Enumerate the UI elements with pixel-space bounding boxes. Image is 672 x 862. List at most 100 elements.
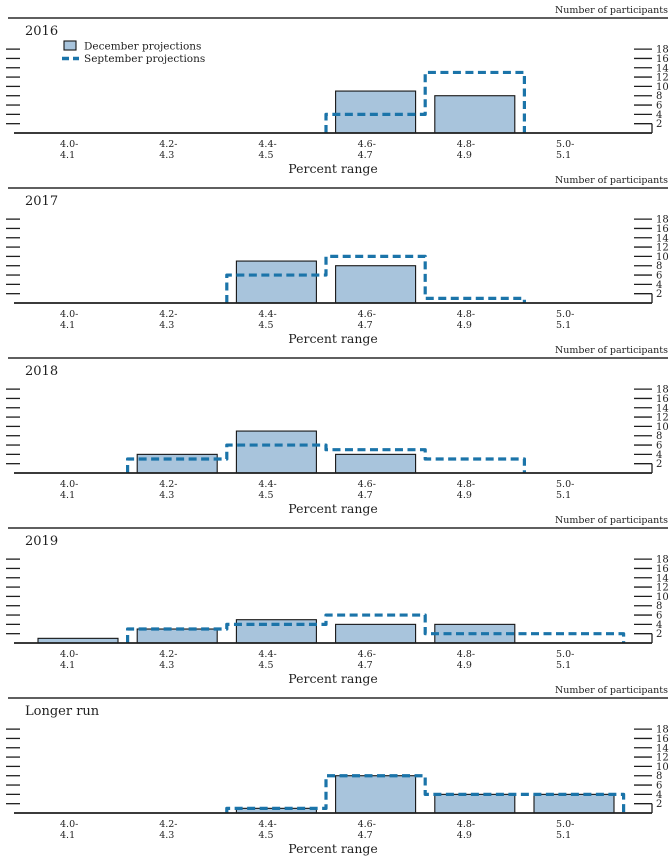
- x-tick-label-top: 4.4-: [258, 309, 276, 320]
- right-tick-label: 16: [656, 54, 669, 65]
- right-tick-label: 14: [656, 233, 669, 244]
- december-bar-4.6-4.7: [335, 453, 417, 474]
- right-tick-label: 8: [656, 431, 662, 442]
- x-axis-caption: Percent range: [288, 501, 378, 516]
- x-tick-label-bottom: 4.5: [258, 660, 273, 671]
- x-tick-label-top: 4.8-: [457, 139, 475, 150]
- x-tick-label-top: 4.4-: [258, 649, 276, 660]
- right-tick-label: 10: [656, 422, 669, 433]
- x-tick-label-bottom: 5.1: [556, 490, 571, 501]
- x-tick-label-bottom: 4.3: [159, 320, 174, 331]
- december-bar-4.4-4.5: [235, 430, 317, 474]
- x-tick-label-bottom: 4.9: [457, 830, 472, 841]
- x-tick-label-bottom: 5.1: [556, 830, 571, 841]
- x-tick-label-top: 4.8-: [457, 819, 475, 830]
- panel-longer-run: Number of participants Longer run 24681012…: [6, 685, 669, 856]
- panel-title: 2019: [25, 534, 58, 549]
- panel-title: 2016: [25, 24, 58, 39]
- december-bar-4.6-4.7: [335, 623, 417, 644]
- right-tick-label: 16: [656, 394, 669, 405]
- x-tick-label-bottom: 5.1: [556, 320, 571, 331]
- x-tick-label-bottom: 4.7: [358, 660, 373, 671]
- september-step-line: [225, 774, 626, 813]
- right-tick-label: 6: [656, 101, 662, 112]
- right-tick-label: 6: [656, 441, 662, 452]
- x-tick-label-top: 4.2-: [159, 819, 177, 830]
- right-axis-caption: Number of participants: [555, 345, 668, 356]
- legend-december-swatch: [63, 40, 77, 51]
- right-tick-label: 8: [656, 601, 662, 612]
- x-tick-label-bottom: 4.1: [60, 490, 75, 501]
- x-tick-label-bottom: 4.7: [358, 320, 373, 331]
- right-tick-label: 12: [656, 583, 669, 594]
- x-axis-caption: Percent range: [288, 671, 378, 686]
- x-tick-label-bottom: 4.5: [258, 490, 273, 501]
- december-bar-4.2-4.3: [136, 628, 218, 644]
- x-tick-label-top: 4.4-: [258, 139, 276, 150]
- right-tick-label: 6: [656, 781, 662, 792]
- legend-september-label: September projections: [84, 53, 205, 65]
- right-tick-label: 6: [656, 611, 662, 622]
- right-axis-caption: Number of participants: [555, 515, 668, 526]
- right-tick-label: 14: [656, 403, 669, 414]
- september-step-line: [324, 70, 526, 133]
- december-bar-4.8-4.9: [434, 793, 516, 814]
- panel-title: Longer run: [25, 704, 100, 719]
- x-tick-label-bottom: 4.3: [159, 150, 174, 161]
- x-tick-label-bottom: 4.5: [258, 830, 273, 841]
- right-tick-label: 12: [656, 73, 669, 84]
- right-tick-label: 4: [656, 450, 662, 461]
- right-tick-label: 12: [656, 753, 669, 764]
- x-tick-label-top: 4.8-: [457, 649, 475, 660]
- x-tick-label-bottom: 4.3: [159, 660, 174, 671]
- september-step-line: [126, 443, 526, 473]
- right-tick-label: 4: [656, 280, 662, 291]
- panel-title: 2018: [25, 364, 58, 379]
- x-tick-label-top: 4.6-: [358, 649, 376, 660]
- x-tick-label-bottom: 4.7: [358, 150, 373, 161]
- right-tick-label: 12: [656, 413, 669, 424]
- right-tick-label: 10: [656, 592, 669, 603]
- september-step-line: [126, 613, 626, 643]
- december-bar-5.0-5.1: [533, 793, 615, 814]
- x-tick-label-bottom: 4.9: [457, 660, 472, 671]
- x-tick-label-bottom: 4.9: [457, 320, 472, 331]
- right-tick-label: 16: [656, 734, 669, 745]
- right-tick-label: 12: [656, 243, 669, 254]
- x-tick-label-top: 4.8-: [457, 479, 475, 490]
- x-tick-label-top: 4.2-: [159, 309, 177, 320]
- x-tick-label-top: 4.8-: [457, 309, 475, 320]
- x-tick-label-top: 4.0-: [60, 479, 78, 490]
- right-tick-label: 8: [656, 771, 662, 782]
- x-tick-label-top: 5.0-: [556, 479, 574, 490]
- right-tick-label: 8: [656, 91, 662, 102]
- x-tick-label-top: 4.2-: [159, 649, 177, 660]
- right-tick-label: 10: [656, 762, 669, 773]
- december-bar-4.4-4.5: [235, 260, 317, 304]
- x-tick-label-top: 4.6-: [358, 479, 376, 490]
- x-tick-label-bottom: 4.9: [457, 150, 472, 161]
- december-bar-4.6-4.7: [335, 90, 417, 134]
- x-tick-label-top: 4.6-: [358, 139, 376, 150]
- right-tick-label: 2: [656, 629, 662, 640]
- x-tick-label-bottom: 4.1: [60, 320, 75, 331]
- panel-2017: Number of participants 2017 24681012141618…: [6, 175, 669, 346]
- x-tick-label-top: 5.0-: [556, 139, 574, 150]
- x-axis-caption: Percent range: [288, 331, 378, 346]
- x-tick-label-top: 5.0-: [556, 309, 574, 320]
- x-axis-caption: Percent range: [288, 161, 378, 176]
- right-tick-label: 14: [656, 573, 669, 584]
- x-tick-label-top: 4.4-: [258, 819, 276, 830]
- x-tick-label-bottom: 4.1: [60, 830, 75, 841]
- x-tick-label-bottom: 5.1: [556, 150, 571, 161]
- x-tick-label-top: 4.6-: [358, 819, 376, 830]
- september-step-line: [225, 254, 526, 303]
- x-tick-label-bottom: 4.3: [159, 490, 174, 501]
- x-tick-label-bottom: 4.5: [258, 320, 273, 331]
- x-tick-label-bottom: 4.1: [60, 150, 75, 161]
- december-bar-4.8-4.9: [434, 95, 516, 134]
- x-tick-label-top: 4.0-: [60, 309, 78, 320]
- right-tick-label: 2: [656, 799, 662, 810]
